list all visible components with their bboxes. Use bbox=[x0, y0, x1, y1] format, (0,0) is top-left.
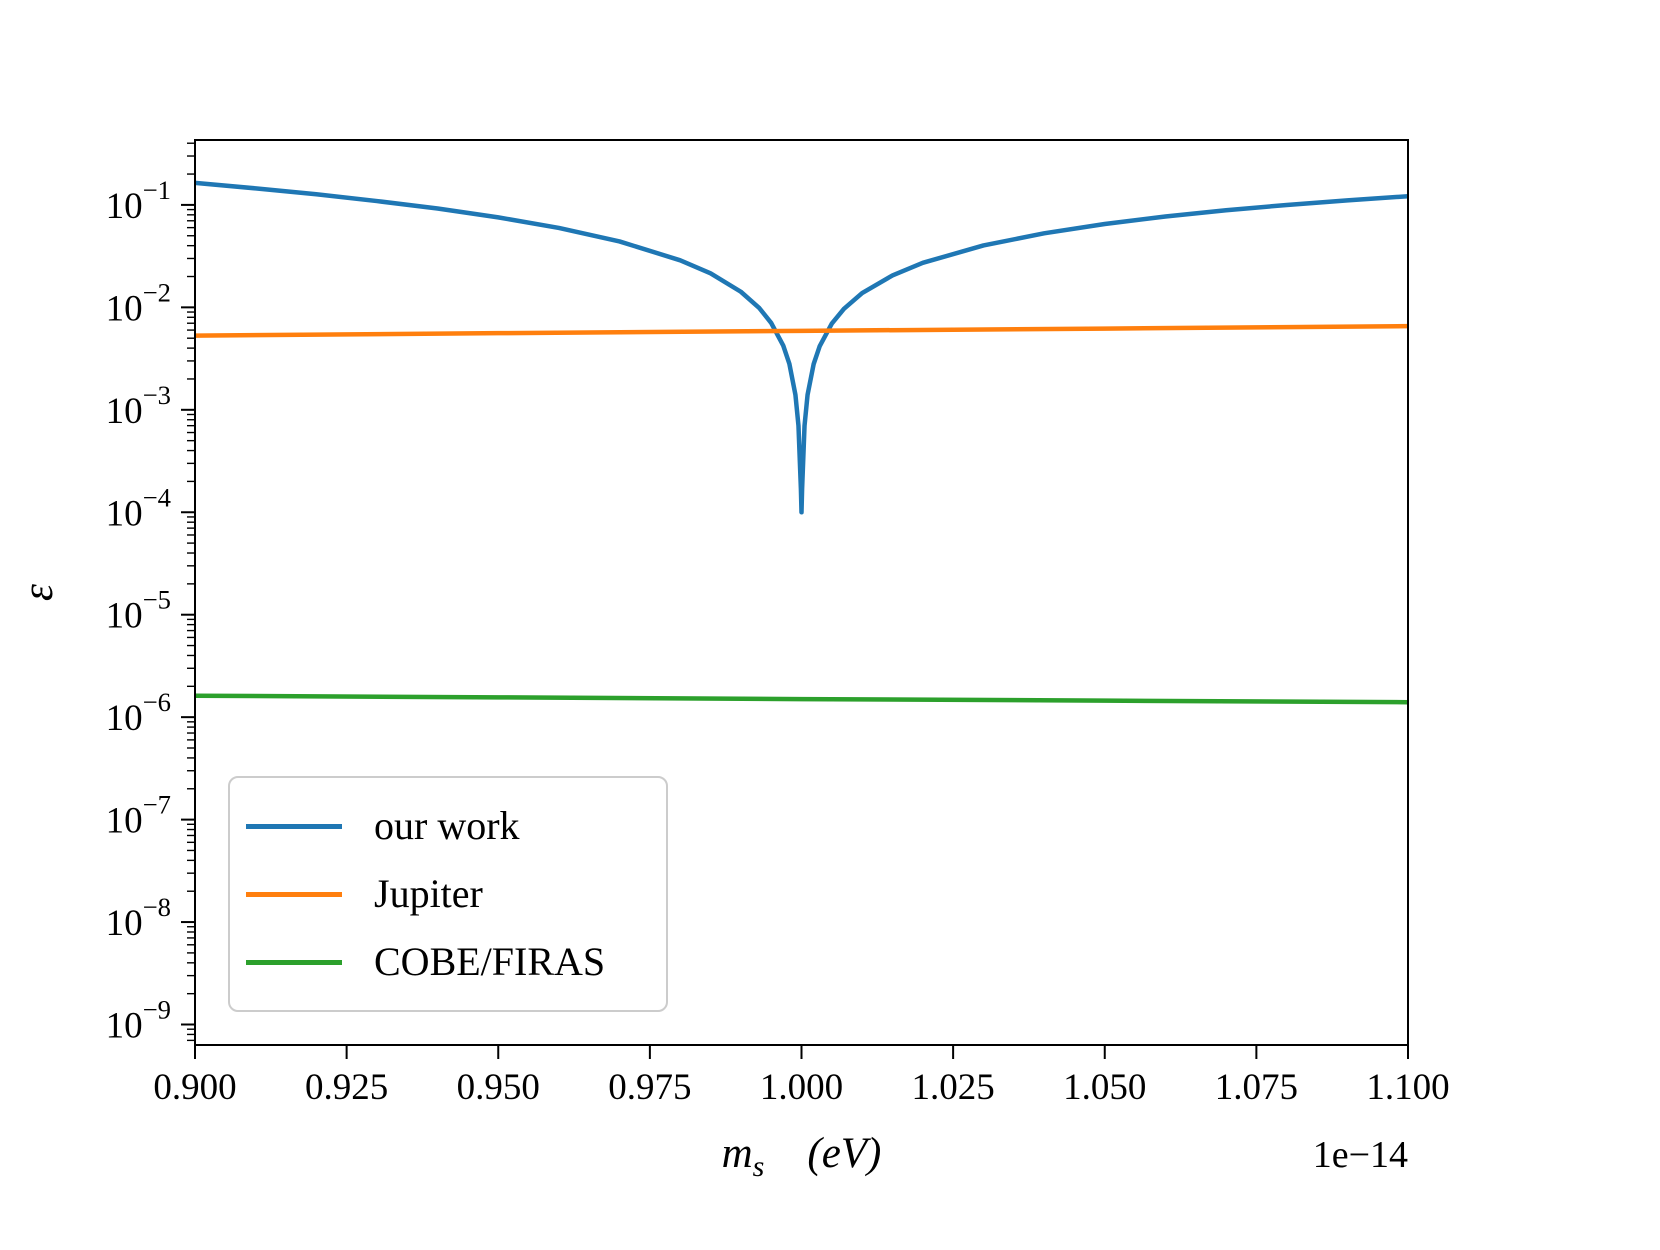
x-tick-label: 1.075 bbox=[1215, 1067, 1298, 1108]
y-tick-label: 10−9 bbox=[106, 995, 171, 1047]
x-tick-label: 0.925 bbox=[305, 1067, 388, 1108]
legend-entry-our-work: our work bbox=[246, 798, 642, 854]
x-tick-label: 1.100 bbox=[1366, 1067, 1449, 1108]
legend-line-our-work-icon bbox=[246, 823, 342, 829]
y-tick-label: 10−7 bbox=[106, 790, 171, 842]
y-tick-label: 10−5 bbox=[106, 585, 171, 637]
series-line-jupiter bbox=[195, 323, 1408, 338]
x-axis-offset-label: 1e−14 bbox=[1313, 1134, 1408, 1176]
y-tick-label: 10−1 bbox=[106, 175, 171, 227]
y-tick-label: 10−8 bbox=[106, 892, 171, 944]
x-axis-label: ms (eV) bbox=[722, 1130, 882, 1183]
x-tick-label: 0.975 bbox=[608, 1067, 691, 1108]
y-tick-label: 10−6 bbox=[106, 687, 171, 739]
legend-entry-cobe-firas: COBE/FIRAS bbox=[246, 934, 642, 990]
legend-line-cobe-firas-icon bbox=[246, 959, 342, 965]
legend-label-cobe-firas: COBE/FIRAS bbox=[374, 939, 606, 984]
legend-entry-jupiter: Jupiter bbox=[246, 866, 642, 922]
x-tick-label: 1.000 bbox=[760, 1067, 843, 1108]
x-tick-label: 1.025 bbox=[912, 1067, 995, 1108]
x-tick-label: 0.950 bbox=[457, 1067, 540, 1108]
y-tick-label: 10−4 bbox=[106, 482, 171, 534]
x-tick-label: 1.050 bbox=[1063, 1067, 1146, 1108]
y-axis-label: ε bbox=[15, 584, 62, 601]
legend: our work Jupiter COBE/FIRAS bbox=[228, 776, 668, 1012]
legend-line-jupiter-icon bbox=[246, 891, 342, 897]
x-tick-label: 0.900 bbox=[153, 1067, 236, 1108]
y-tick-label: 10−2 bbox=[106, 277, 171, 329]
series-line-our-work bbox=[195, 180, 1408, 515]
y-tick-label: 10−3 bbox=[106, 380, 171, 432]
series-line-cobe-firas bbox=[195, 693, 1408, 705]
legend-label-jupiter: Jupiter bbox=[374, 871, 483, 916]
legend-label-our-work: our work bbox=[374, 803, 520, 848]
